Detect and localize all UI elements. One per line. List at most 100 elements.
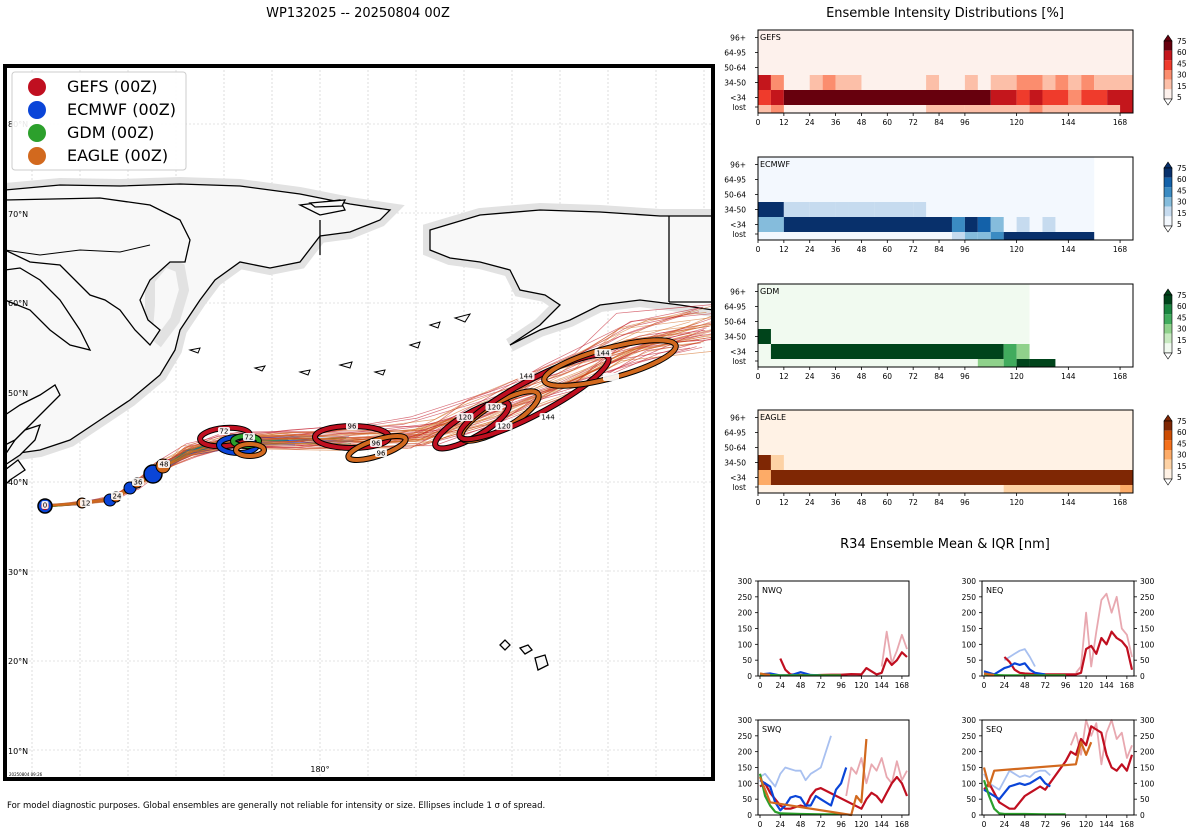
colorbar-segment: [1164, 450, 1172, 460]
r34-plot-area: [982, 720, 1134, 815]
x-tick-label: 24: [805, 372, 815, 381]
heatmap-cell: [770, 90, 784, 105]
colorbar-segment: [1164, 459, 1172, 470]
x-tick-label: 48: [857, 498, 867, 507]
r34-series-line: [983, 769, 1051, 791]
x-tick-label: 144: [1061, 372, 1076, 381]
r34-series-line: [983, 672, 995, 677]
oahu-island: [518, 644, 533, 655]
colorbar-segment: [1164, 421, 1172, 431]
r34-series-line: [845, 757, 908, 797]
x-tick-label: 36: [831, 245, 841, 254]
track-hour-label: 72: [220, 428, 229, 436]
x-tick-label: 60: [883, 118, 893, 127]
colorbar-segment: [1164, 469, 1172, 479]
x-tick-label: 144: [1061, 498, 1076, 507]
x-tick-label: 0: [758, 681, 763, 690]
lat-label: 70°N: [8, 210, 28, 219]
colorbar-tick-label: 75: [1177, 291, 1187, 300]
x-tick-label: 120: [1009, 245, 1024, 254]
x-tick-label: 144: [874, 681, 889, 690]
colorbar-segment: [1164, 187, 1172, 197]
heatmap-cell: [1068, 75, 1082, 90]
heatmap-cell: [1016, 75, 1043, 90]
y-tick-label: 150: [1140, 625, 1155, 634]
x-tick-label: 168: [895, 681, 910, 690]
y-tick-label: 0: [1140, 672, 1145, 681]
heatmap-cell: [977, 359, 1004, 367]
track-hour-label: 144: [541, 414, 555, 422]
heatmap-frame: [757, 29, 1134, 114]
x-tick-label: 24: [805, 498, 815, 507]
y-tick-label: 34-50: [724, 333, 746, 342]
heatmap-cell: [783, 217, 952, 232]
y-tick-label: 64-95: [724, 49, 746, 58]
r34-panel-swq: SWQ 0 24 48 72 96 120 144 168 300 250 200 150 100 50 0: [738, 716, 910, 829]
colorbar-segment: [1164, 79, 1172, 90]
colorbar: 75 60 45 30 15 5: [1163, 34, 1187, 106]
y-tick-label: 34-50: [724, 79, 746, 88]
x-tick-label: 120: [1009, 498, 1024, 507]
x-tick-label: 24: [805, 118, 815, 127]
y-tick-label: 250: [738, 732, 753, 741]
y-tick-label: 200: [962, 748, 977, 757]
x-tick-label: 72: [908, 372, 918, 381]
map-frame: [3, 64, 715, 781]
legend-marker-gdm: [28, 124, 46, 142]
y-tick-label: 64-95: [724, 303, 746, 312]
colorbar-tick-label: 30: [1177, 198, 1187, 207]
arctic-island: [308, 199, 347, 208]
lat-label: 50°N: [8, 389, 28, 398]
heatmap-cell: [758, 217, 784, 232]
y-tick-label: 300: [962, 577, 977, 586]
track-label-bg: [539, 413, 557, 421]
colorbar-segment: [1164, 440, 1172, 450]
heatmap-cell: [1029, 105, 1043, 113]
colorbar-segment: [1164, 70, 1172, 80]
y-tick-label: 150: [738, 625, 753, 634]
y-tick-label: 50-64: [724, 318, 746, 327]
colorbar-segment: [1164, 206, 1172, 217]
x-tick-label: 48: [857, 118, 867, 127]
heatmap-cell: [926, 105, 965, 113]
alaska-landmass: [429, 209, 713, 346]
heatmap-cell: [1081, 90, 1108, 105]
heatmap-cell: [835, 75, 862, 90]
heatmap-cell: [1003, 485, 1121, 493]
track-hour-label: 144: [519, 373, 533, 381]
heatmap-cell: [1120, 485, 1133, 493]
y-tick-label: 50: [742, 656, 752, 665]
x-tick-label: 96: [960, 118, 970, 127]
colorbar-segment: [1164, 324, 1172, 334]
heatmap-cell: [1094, 75, 1133, 90]
map-footnote: For model diagnostic purposes. Global en…: [7, 801, 545, 811]
track-label-bg: [456, 413, 474, 421]
x-tick-label: 96: [1061, 681, 1071, 690]
heatmap-cell: [1029, 90, 1043, 105]
y-tick-label: 100: [738, 779, 753, 788]
heatmap-cell: [822, 75, 836, 90]
x-tick-label: 0: [758, 820, 763, 829]
x-tick-label: 120: [854, 820, 869, 829]
colorbar-tick-label: 5: [1177, 220, 1182, 229]
x-tick-label: 36: [831, 372, 841, 381]
map-ocean: [5, 66, 713, 779]
heatmap-cell: [874, 202, 914, 217]
heatmap-cell: [758, 329, 771, 344]
heatmap-cell: [1081, 75, 1095, 90]
y-tick-label: 150: [1140, 764, 1155, 773]
colorbar-tick-label: 15: [1177, 209, 1187, 218]
y-tick-label: 150: [962, 764, 977, 773]
x-tick-label: 0: [982, 681, 987, 690]
track-hour-label: 72: [245, 434, 254, 442]
heatmap-cell: [758, 90, 771, 105]
colorbar-tick-label: 60: [1177, 302, 1187, 311]
aleutian-island: [428, 321, 441, 329]
y-tick-label: 100: [738, 640, 753, 649]
heatmap-cell: [1107, 90, 1133, 105]
heatmap-cell: [1016, 344, 1030, 359]
heatmap-cell: [1016, 359, 1030, 367]
